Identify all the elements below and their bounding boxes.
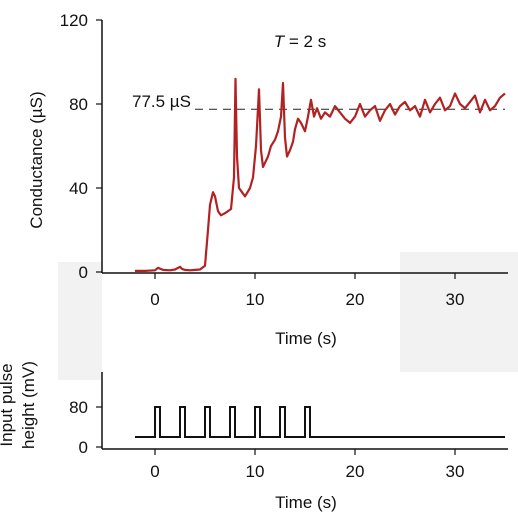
bottom-y-tick-label: 80 <box>69 398 88 417</box>
top-y-axis-label: Conductance (µS) <box>27 91 46 228</box>
bottom-x-tick-label: 30 <box>446 462 465 481</box>
title-variable: T <box>274 32 286 51</box>
reference-line-label: 77.5 µS <box>132 92 191 111</box>
conductance-chart: T = 2 s Time (s) Conductance (µS) 77.5 µ… <box>27 11 508 348</box>
top-y-tick-label: 40 <box>69 179 88 198</box>
bottom-x-tick-label: 10 <box>246 462 265 481</box>
title-rest: = 2 s <box>284 32 326 51</box>
top-ticks: 0 10 20 30 0 40 80 120 <box>60 11 465 309</box>
grey-background-left <box>58 262 102 380</box>
top-x-tick-label: 30 <box>446 290 465 309</box>
top-x-tick-label: 20 <box>346 290 365 309</box>
top-y-tick-label: 80 <box>69 95 88 114</box>
bottom-x-tick-label: 20 <box>346 462 365 481</box>
top-x-tick-label: 10 <box>246 290 265 309</box>
bottom-y-axis-label-line1: Input pulse <box>0 363 16 446</box>
bottom-ticks: 0 10 20 30 0 80 <box>69 398 464 481</box>
top-x-axis-label: Time (s) <box>275 329 337 348</box>
top-x-tick-label: 0 <box>150 290 159 309</box>
bottom-x-tick-label: 0 <box>150 462 159 481</box>
top-y-tick-label: 120 <box>60 11 88 30</box>
top-y-tick-label: 0 <box>79 263 88 282</box>
bottom-y-tick-label: 0 <box>79 438 88 457</box>
bottom-y-axis-label-line2: height (mV) <box>19 361 38 449</box>
pulse-chart: Time (s) Input pulse height (mV) 0 10 20 30… <box>0 361 508 512</box>
top-chart-title: T = 2 s <box>274 32 326 51</box>
conductance-series-line <box>135 77 506 272</box>
bottom-x-axis-label: Time (s) <box>275 493 337 512</box>
grey-background-right <box>400 252 518 372</box>
pulse-series-line <box>135 406 505 438</box>
